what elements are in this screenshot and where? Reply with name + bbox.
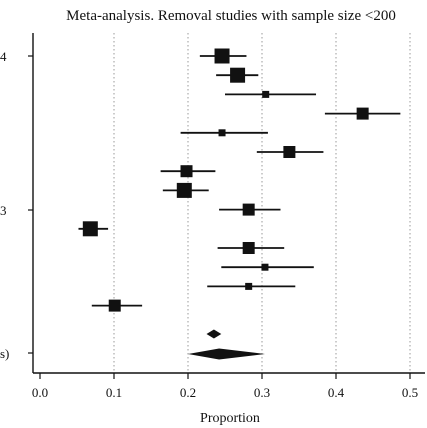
- x-tick-label-2: 0.2: [180, 385, 196, 400]
- study-point-3: [356, 107, 369, 120]
- axis-labels: 0.0 0.1 0.2 0.3 0.4 0.5 4 3 s): [0, 49, 418, 400]
- x-tick-label-4: 0.4: [328, 385, 345, 400]
- study-point-13: [108, 299, 121, 312]
- study-point-9: [82, 221, 98, 237]
- grid-lines: [113, 33, 411, 373]
- study-point-2: [262, 90, 270, 98]
- summary-diamond-0: [206, 329, 222, 339]
- study-point-7: [176, 182, 192, 198]
- study-markers: [78, 48, 401, 360]
- x-tick-label-5: 0.5: [402, 385, 418, 400]
- y-tick-label-0: 4: [0, 49, 7, 64]
- y-tick-label-1: 3: [0, 203, 7, 218]
- study-point-6: [180, 165, 193, 178]
- x-axis-title: Proportion: [200, 411, 260, 426]
- study-point-1: [230, 67, 246, 83]
- study-point-0: [214, 48, 230, 64]
- study-point-5: [283, 146, 296, 158]
- study-point-8: [242, 203, 255, 216]
- x-tick-label-1: 0.1: [106, 385, 122, 400]
- summary-diamond-1: [188, 348, 265, 360]
- x-tick-label-3: 0.3: [254, 385, 270, 400]
- study-point-10: [242, 242, 255, 254]
- axes: [28, 33, 425, 379]
- x-tick-label-0: 0.0: [32, 385, 48, 400]
- study-point-12: [245, 282, 253, 290]
- y-tick-label-2: s): [0, 346, 9, 361]
- study-point-11: [261, 263, 269, 271]
- study-point-4: [218, 129, 226, 137]
- chart-title: Meta-analysis. Removal studies with samp…: [66, 8, 396, 24]
